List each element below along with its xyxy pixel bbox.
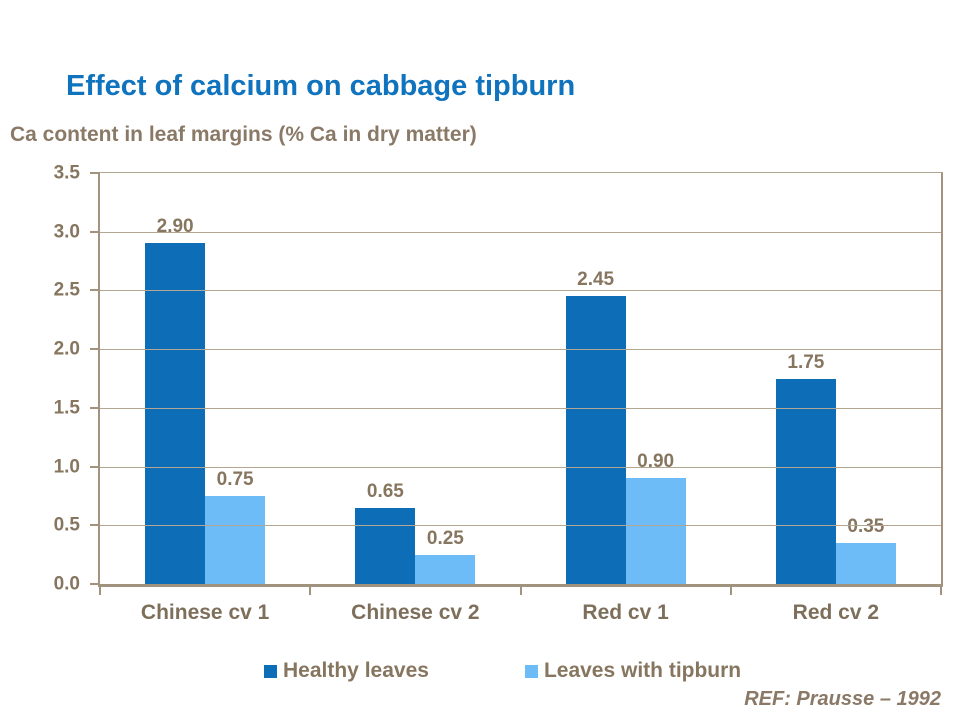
y-tick-mark xyxy=(90,172,100,174)
y-tick-mark xyxy=(90,406,100,409)
y-tick-label: 2.0 xyxy=(53,338,80,360)
gridline xyxy=(100,407,941,409)
bar-value-label: 0.90 xyxy=(637,451,675,473)
x-tick-mark xyxy=(309,587,312,595)
y-tick-mark xyxy=(90,524,100,527)
bar-leaves-with-tipburn: 0.35 xyxy=(835,517,896,584)
x-tick-mark xyxy=(940,587,942,595)
y-tick-mark xyxy=(90,583,100,585)
bar-value-label: 2.45 xyxy=(577,269,615,291)
y-tick-label: 0.0 xyxy=(53,573,80,595)
category-label: Red cv 1 xyxy=(582,601,669,624)
y-tick-label: 3.5 xyxy=(53,162,80,184)
legend-item-healthy-leaves: Healthy leaves xyxy=(264,660,429,681)
gridline xyxy=(100,525,941,527)
legend: Healthy leaves Leaves with tipburn xyxy=(264,660,741,681)
legend-swatch-icon xyxy=(264,664,277,678)
y-tick-mark xyxy=(90,465,100,468)
bar-groups: 2.90 0.75 0.65 0.25 2.45 0.90 1.75 0.35 xyxy=(100,173,941,584)
bar-value-label: 0.25 xyxy=(426,527,464,549)
bar-value-label: 0.35 xyxy=(847,515,885,537)
x-tick-mark xyxy=(519,587,522,595)
x-tick-mark xyxy=(729,587,732,595)
bar-healthy-leaves: 2.45 xyxy=(565,270,626,584)
y-tick-label: 0.5 xyxy=(53,514,80,536)
y-tick-label: 1.5 xyxy=(53,397,80,419)
legend-item-leaves-with-tipburn: Leaves with tipburn xyxy=(524,659,742,682)
legend-label: Leaves with tipburn xyxy=(543,659,742,682)
y-tick-mark xyxy=(90,348,100,351)
legend-label: Healthy leaves xyxy=(283,659,429,682)
bar-healthy-leaves: 2.90 xyxy=(145,217,206,584)
bar-healthy-leaves: 0.65 xyxy=(355,482,416,584)
bar-group: 2.90 0.75 xyxy=(100,173,310,584)
category-label: Chinese cv 2 xyxy=(351,601,480,624)
category-label: Red cv 2 xyxy=(792,601,880,624)
bar-group: 1.75 0.35 xyxy=(731,173,941,584)
bar-value-label: 0.65 xyxy=(366,480,404,502)
x-tick-mark xyxy=(99,587,101,595)
page-title: Effect of calcium on cabbage tipburn xyxy=(66,70,576,102)
y-tick-label: 3.0 xyxy=(53,221,80,243)
category-label: Chinese cv 1 xyxy=(140,601,270,624)
reference-note: REF: Prausse – 1992 xyxy=(744,688,941,710)
gridline xyxy=(100,466,941,468)
y-axis-title: Ca content in leaf margins (% Ca in dry … xyxy=(10,123,477,146)
bar-healthy-leaves: 1.75 xyxy=(775,353,836,584)
plot-area: 2.90 0.75 0.65 0.25 2.45 0.90 1.75 0.35 3.5 3.0 2… xyxy=(54,164,943,624)
bar-leaves-with-tipburn: 0.75 xyxy=(205,470,266,584)
gridline xyxy=(100,231,941,233)
bar-group: 0.65 0.25 xyxy=(310,173,520,584)
gridline xyxy=(100,290,941,292)
y-tick-label: 2.5 xyxy=(53,279,80,301)
y-tick-label: 1.0 xyxy=(53,456,80,478)
bar-value-label: 0.75 xyxy=(216,468,254,490)
bar-value-label: 2.90 xyxy=(156,216,194,238)
y-tick-mark xyxy=(90,289,100,292)
bar-group: 2.45 0.90 xyxy=(521,173,731,584)
bar-leaves-with-tipburn: 0.90 xyxy=(625,452,686,584)
gridline xyxy=(100,349,941,351)
category-labels: Chinese cv 1 Chinese cv 2 Red cv 1 Red cv 2 xyxy=(100,601,941,625)
y-tick-mark xyxy=(90,230,100,233)
bar-leaves-with-tipburn: 0.25 xyxy=(415,529,476,584)
legend-swatch-icon xyxy=(524,664,538,678)
bar-value-label: 1.75 xyxy=(787,351,825,373)
